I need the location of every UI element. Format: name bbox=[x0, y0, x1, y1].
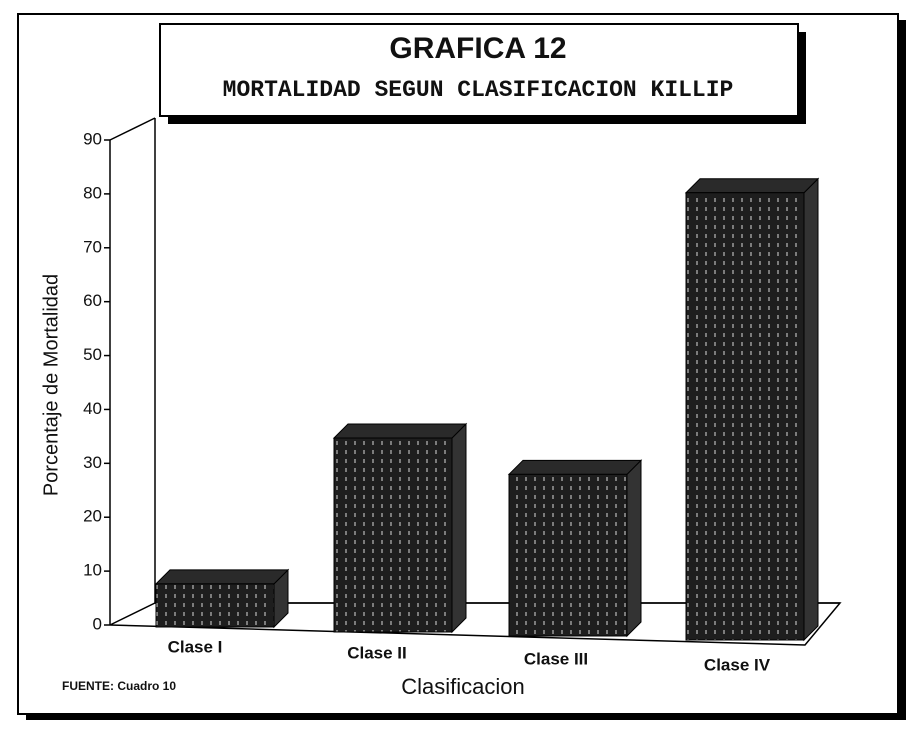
bar-side bbox=[803, 177, 819, 642]
x-tick-label: Clase IV bbox=[704, 655, 771, 674]
y-tick-label: 10 bbox=[83, 561, 102, 580]
bar bbox=[333, 437, 453, 633]
y-tick-label: 90 bbox=[83, 129, 102, 148]
x-tick-label: Clase I bbox=[168, 637, 223, 656]
bar-top bbox=[507, 459, 643, 475]
source-note: FUENTE: Cuadro 10 bbox=[62, 679, 176, 693]
y-tick-label: 70 bbox=[83, 237, 102, 256]
chart-subtitle: MORTALIDAD SEGUN CLASIFICACION KILLIP bbox=[223, 77, 734, 103]
y-tick-label: 30 bbox=[83, 453, 102, 472]
y-axis-label: Porcentaje de Mortalidad bbox=[40, 274, 62, 496]
x-axis-label: Clasificacion bbox=[401, 674, 525, 699]
y-tick-label: 60 bbox=[83, 291, 102, 310]
chart-title: GRAFICA 12 bbox=[389, 32, 566, 65]
y-tick-label: 40 bbox=[83, 399, 102, 418]
floor bbox=[109, 602, 842, 646]
x-tick-label: Clase II bbox=[347, 643, 407, 662]
bar-side bbox=[626, 459, 642, 638]
axis-depth bbox=[109, 117, 156, 141]
y-tick-label: 50 bbox=[83, 345, 102, 364]
bar bbox=[508, 473, 628, 637]
x-tick-label: Clase III bbox=[524, 649, 588, 668]
y-tick-label: 80 bbox=[83, 183, 102, 202]
y-tick-label: 20 bbox=[83, 507, 102, 526]
bar-side bbox=[451, 422, 467, 634]
bar-top bbox=[154, 569, 290, 585]
title-box bbox=[159, 23, 799, 117]
bar bbox=[685, 192, 805, 641]
bar-top bbox=[332, 423, 468, 439]
bar-top bbox=[684, 178, 820, 194]
bar bbox=[155, 583, 275, 628]
y-tick-label: 0 bbox=[93, 614, 102, 633]
